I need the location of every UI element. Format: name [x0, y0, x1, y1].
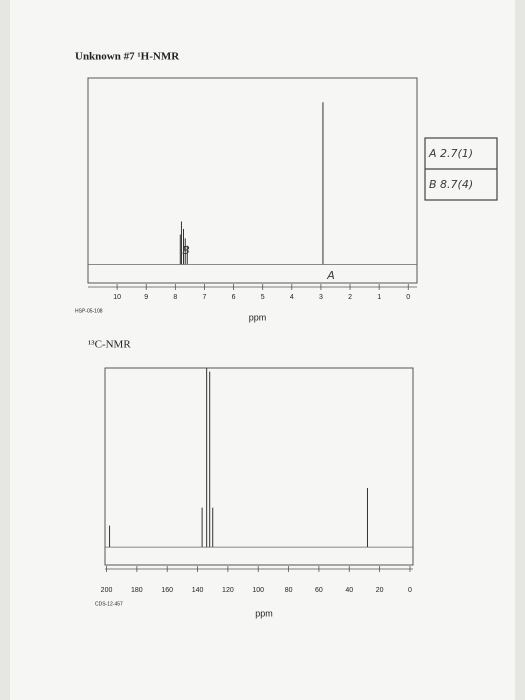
x-tick-label: 7: [203, 294, 207, 301]
chart-title: Unknown #7 ¹H-NMR: [75, 51, 180, 63]
chart-title: ¹³C-NMR: [88, 339, 131, 351]
x-tick-label: 9: [144, 294, 148, 301]
x-tick-label: 2: [348, 294, 352, 301]
handwritten-label: B: [182, 244, 190, 257]
x-tick-label: 0: [408, 587, 412, 594]
x-tick-label: 200: [101, 587, 113, 594]
x-tick-label: 180: [131, 587, 143, 594]
x-tick-label: 120: [222, 587, 234, 594]
x-tick-label: 4: [290, 294, 294, 301]
x-tick-label: 0: [406, 294, 410, 301]
x-tick-label: 40: [345, 587, 353, 594]
handwritten-label: A: [326, 269, 335, 282]
x-tick-label: 140: [192, 587, 204, 594]
x-tick-label: 6: [232, 294, 236, 301]
table-row: A 2.7(1): [428, 147, 473, 160]
sample-code: CDS-12-457: [95, 601, 123, 607]
x-tick-label: 20: [376, 587, 384, 594]
x-axis-label: ppm: [249, 312, 267, 322]
x-tick-label: 60: [315, 587, 323, 594]
x-tick-label: 160: [161, 587, 173, 594]
x-tick-label: 10: [113, 294, 121, 301]
sample-code: HSP-05-108: [75, 308, 103, 314]
x-tick-label: 80: [285, 587, 293, 594]
x-tick-label: 100: [252, 587, 264, 594]
plot-frame: [87, 77, 418, 284]
x-axis-label: ppm: [255, 608, 273, 618]
x-tick-label: 3: [319, 294, 323, 301]
table-row: B 8.7(4): [429, 178, 473, 191]
x-tick-label: 1: [377, 294, 381, 301]
x-tick-label: 8: [173, 294, 177, 301]
x-tick-label: 5: [261, 294, 265, 301]
paper: [10, 0, 515, 700]
plot-frame: [104, 367, 414, 566]
